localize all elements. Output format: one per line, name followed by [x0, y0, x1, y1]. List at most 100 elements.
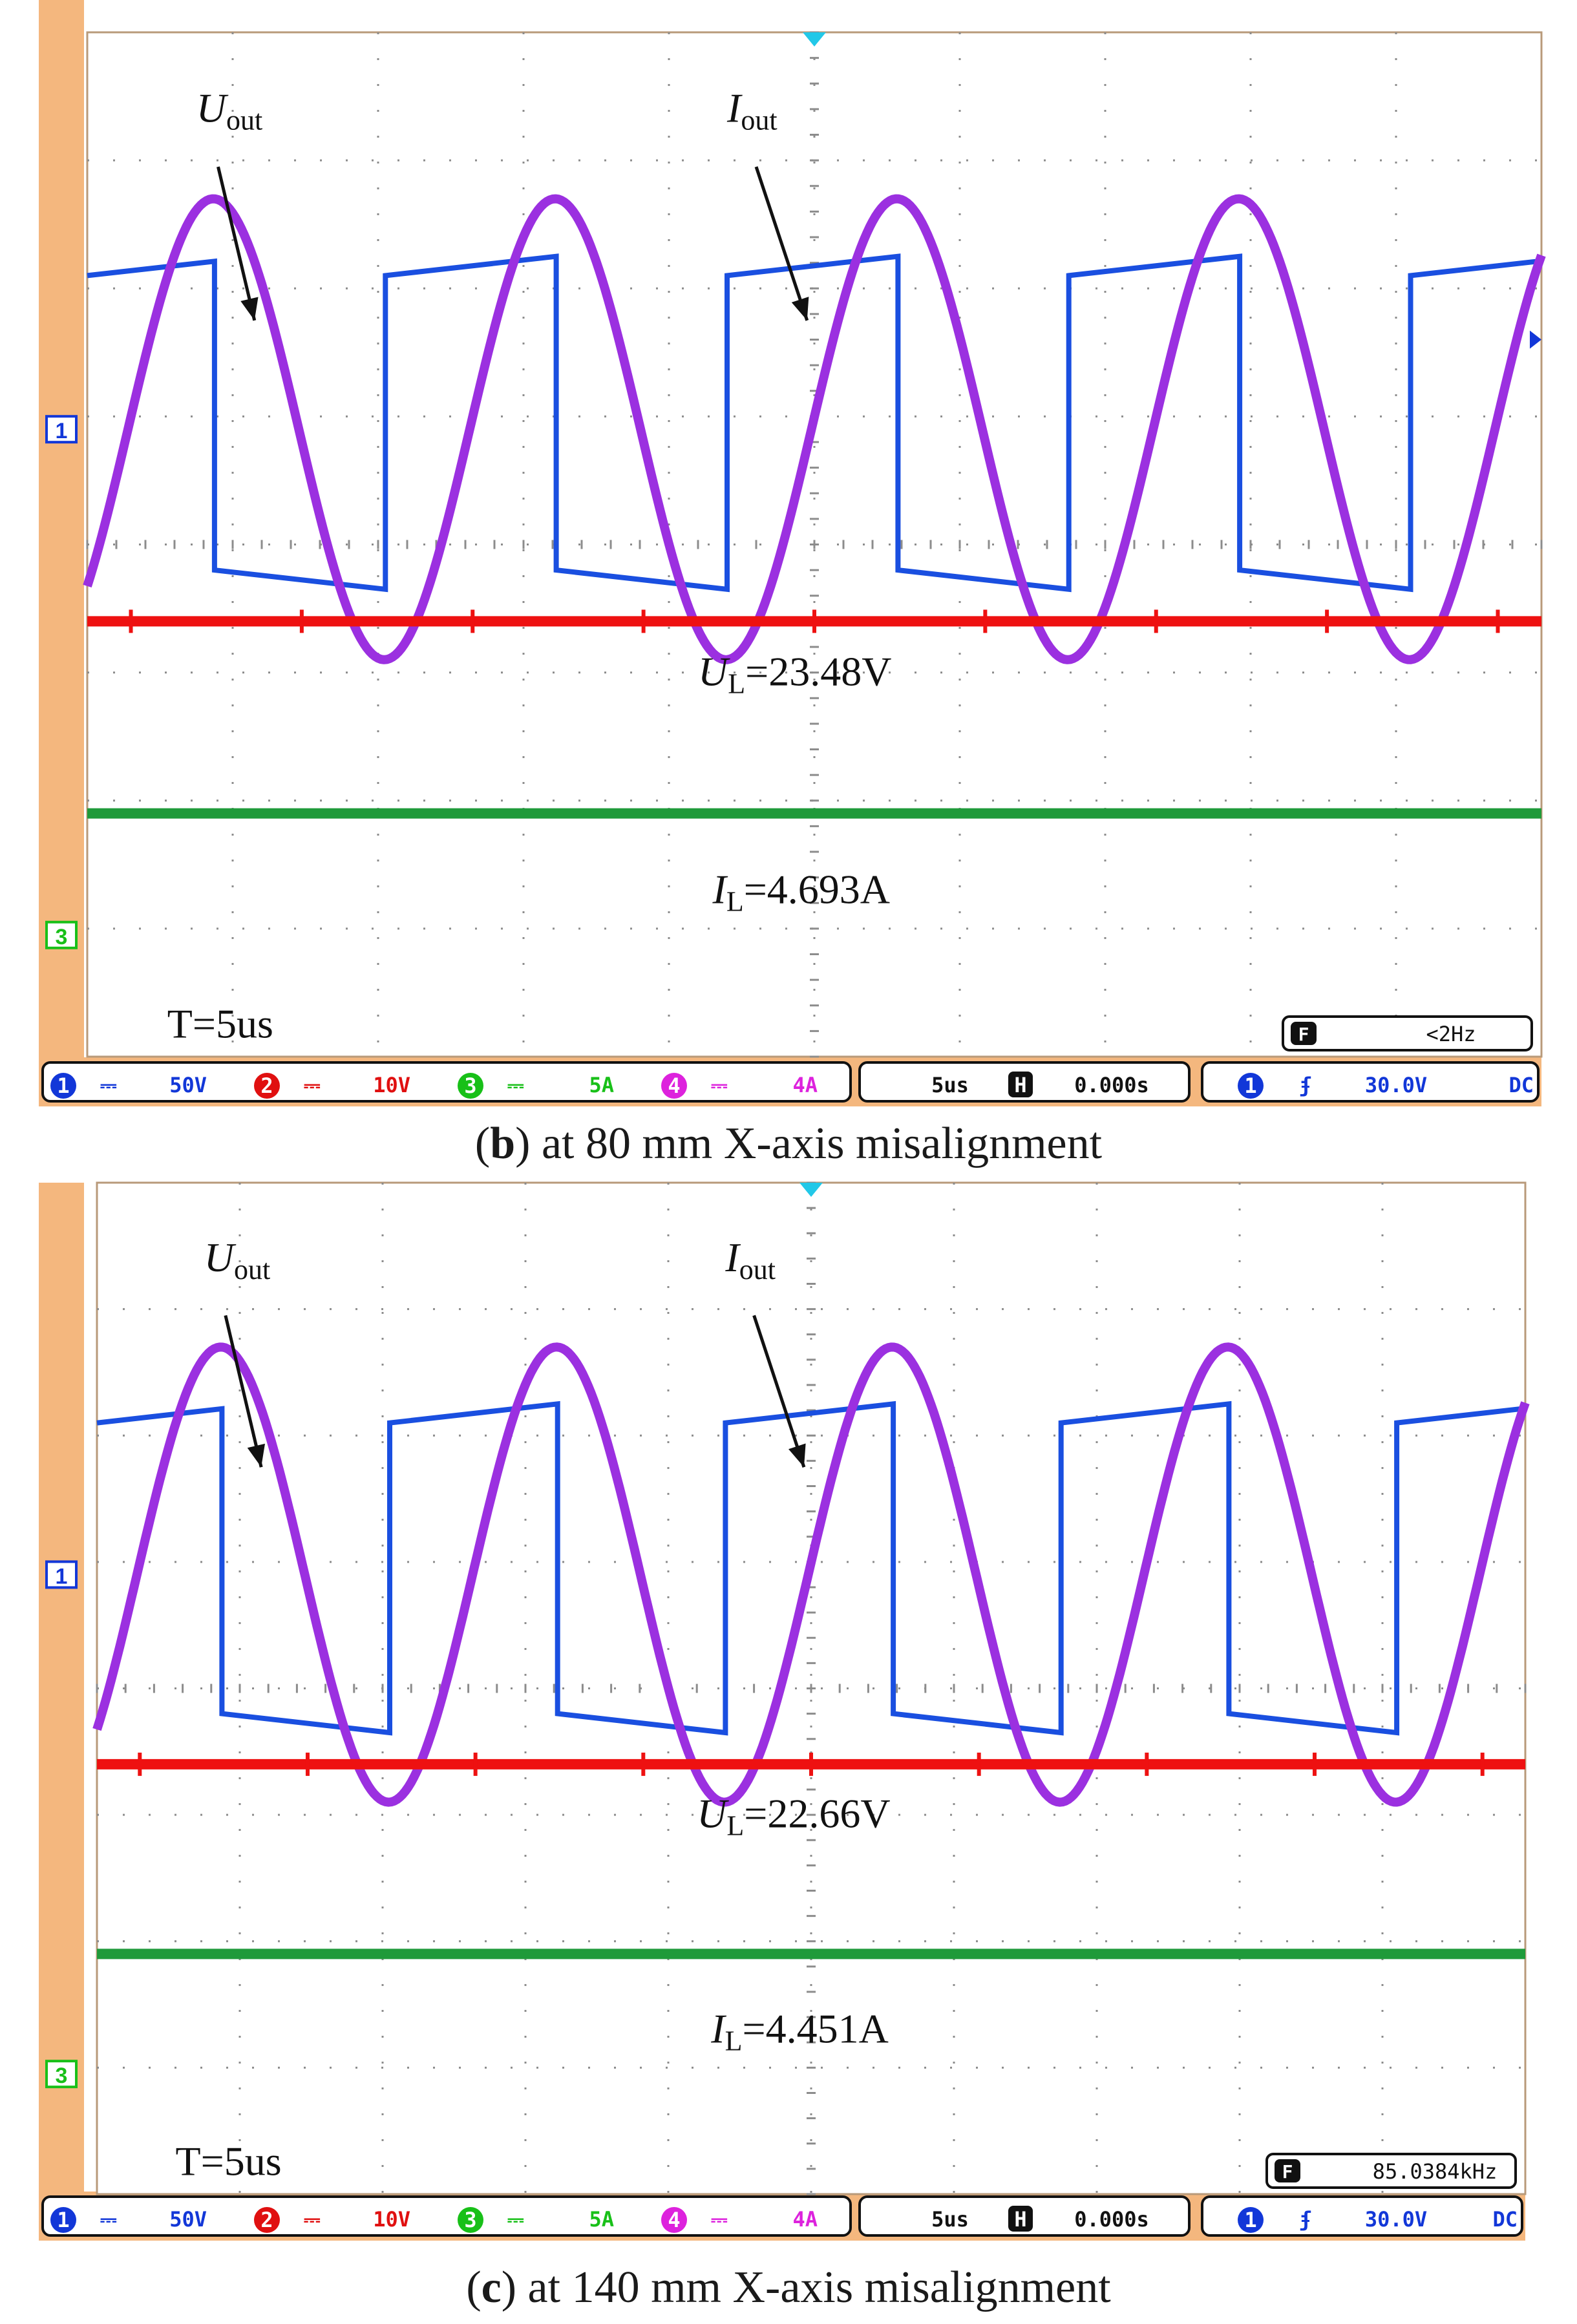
status-bar: 1 ⎓ 50V 2 ⎓ 10V 3 ⎓ 5A 4 ⎓ 4A 5us H 0.000s 1 ʄ 30.0V DC — [41, 1061, 1540, 1103]
caption-b-text: ) at 80 mm X-axis misalignment — [515, 1119, 1103, 1168]
label-il: IL=4.451A — [710, 2005, 889, 2056]
ch4-badge — [661, 2207, 687, 2233]
ch3-coupling: ⎓ — [507, 1073, 524, 1097]
freq-icon-bg — [1275, 2159, 1300, 2182]
ch2-coupling: ⎓ — [304, 2207, 321, 2232]
timebase: 5us — [931, 1073, 969, 1097]
freq-box — [1265, 2153, 1517, 2189]
caption-c-letter: c — [481, 2263, 502, 2312]
label-period: T=5us — [167, 1000, 273, 1046]
label-ul-value: =23.48V — [745, 648, 891, 694]
scope-grid — [97, 1183, 1525, 2194]
label-il-sub: L — [725, 2025, 743, 2056]
frequency-counter: F 85.0384kHz — [1265, 2153, 1517, 2189]
ch3-coupling: ⎓ — [507, 2207, 524, 2232]
caption-c: (c) at 140 mm X-axis misalignment — [0, 2262, 1577, 2314]
ch4-coupling: ⎓ — [711, 2207, 728, 2232]
caption-b: (b) at 80 mm X-axis misalignment — [0, 1118, 1577, 1170]
label-iout: Iout — [726, 85, 778, 136]
trigger-coupling: DC — [1508, 1073, 1534, 1097]
arrow-uout-head — [240, 297, 259, 321]
trigger-level: 30.0V — [1365, 2207, 1427, 2232]
trigger-level: 30.0V — [1365, 1073, 1427, 1097]
ch1-ground-marker-box — [45, 1560, 78, 1589]
freq-icon: F — [1282, 2161, 1293, 2182]
horizontal-delay: 0.000s — [1074, 1073, 1149, 1097]
arrow-iout — [754, 166, 809, 321]
ch1-coupling: ⎓ — [100, 1073, 117, 1097]
ch3-scale: 5A — [589, 1073, 614, 1097]
label-il-main: I — [712, 866, 728, 912]
label-il-main: I — [710, 2005, 726, 2051]
ch1-number: 1 — [57, 1073, 69, 1098]
trigger-channel: 1 — [1244, 1073, 1256, 1098]
ch3-badge — [458, 2207, 483, 2233]
ch4-number: 4 — [668, 1073, 680, 1098]
ch2-scale: 10V — [373, 1073, 410, 1097]
ch1-scale: 50V — [169, 2207, 207, 2232]
horizontal-icon: H — [1014, 2207, 1026, 2232]
trigger-coupling: DC — [1492, 2207, 1518, 2232]
ch2-badge — [254, 2207, 280, 2233]
freq-icon-bg — [1291, 1022, 1317, 1045]
status-trigger-box — [1201, 2195, 1523, 2237]
label-iout-main: I — [726, 85, 743, 131]
ch1-ground-marker: 1 — [56, 1564, 68, 1589]
label-uout: Uout — [204, 1234, 270, 1285]
horizontal-icon: H — [1014, 1073, 1026, 1097]
ch1-ground-marker: 1 — [56, 419, 68, 443]
trigger-channel-badge — [1238, 2207, 1264, 2233]
arrow-iout-head — [791, 297, 809, 321]
freq-box — [1282, 1015, 1533, 1051]
trigger-channel: 1 — [1244, 2208, 1256, 2232]
trigger-position-marker — [799, 1183, 823, 1197]
ch2-coupling: ⎓ — [304, 1073, 321, 1097]
label-il-value: =4.451A — [743, 2005, 889, 2051]
ch4-number: 4 — [668, 2208, 680, 2232]
label-uout-sub: out — [226, 105, 262, 136]
label-il: IL=4.693A — [712, 866, 891, 917]
horizontal-delay: 0.000s — [1074, 2207, 1149, 2232]
label-period: T=5us — [176, 2139, 282, 2184]
ch2-badge — [254, 1073, 280, 1099]
frequency-counter: F <2Hz — [1282, 1015, 1533, 1051]
label-ul-main: U — [698, 648, 730, 694]
ch2-number: 2 — [260, 1073, 273, 1098]
label-uout: Uout — [196, 85, 262, 136]
ch4-coupling: ⎓ — [711, 1073, 728, 1097]
ch4-scale: 4A — [792, 1073, 818, 1097]
label-il-sub: L — [726, 885, 744, 917]
ch1-coupling: ⎓ — [100, 2207, 117, 2232]
label-iout-sub: out — [739, 1254, 776, 1285]
label-uout-main: U — [204, 1234, 237, 1280]
label-ul: UL=23.48V — [698, 648, 891, 699]
trigger-edge-icon: ʄ — [1299, 2207, 1311, 2232]
ch1-badge — [50, 2207, 76, 2233]
ch4-badge — [661, 1073, 687, 1099]
caption-c-open: ( — [466, 2263, 482, 2312]
ch1-badge — [50, 1073, 76, 1099]
label-uout-main: U — [196, 85, 229, 131]
ch3-ground-marker: 3 — [56, 925, 68, 949]
label-ul: UL=22.66V — [697, 1791, 890, 1842]
trace-uout — [87, 253, 1542, 593]
label-iout-sub: out — [741, 105, 777, 136]
ch3-ground-marker-box — [45, 920, 78, 949]
status-channels-box — [41, 1061, 852, 1103]
ch1-ground-marker-box — [45, 415, 78, 444]
arrow-iout — [752, 1315, 806, 1468]
trace-uout — [96, 1400, 1526, 1736]
ch3-number: 3 — [464, 2208, 476, 2232]
arrow-uout — [224, 1315, 263, 1468]
trace-iout — [92, 1342, 1530, 1807]
label-il-value: =4.693A — [744, 866, 890, 912]
label-ul-value: =22.66V — [744, 1791, 890, 1837]
status-channels-box — [41, 2195, 852, 2237]
caption-c-text: ) at 140 mm X-axis misalignment — [501, 2263, 1111, 2312]
status-trigger-box — [1201, 1061, 1540, 1103]
ch3-ground-marker: 3 — [56, 2064, 68, 2088]
ch4-scale: 4A — [792, 2207, 818, 2232]
label-iout-main: I — [725, 1234, 741, 1280]
ch2-number: 2 — [260, 2208, 273, 2232]
